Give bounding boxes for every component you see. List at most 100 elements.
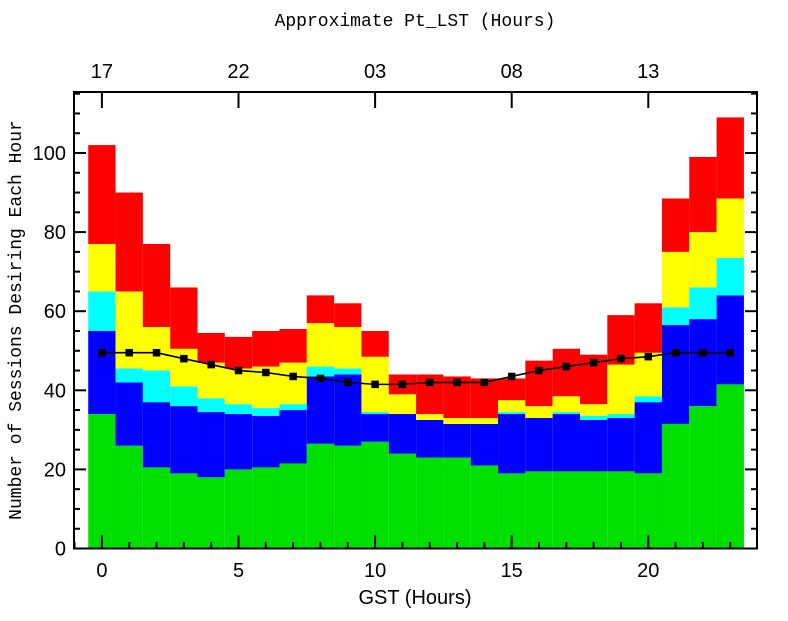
- top-tick-label: 17: [91, 61, 113, 83]
- top-tick-label: 03: [364, 61, 386, 83]
- stacked-bar-hour-18: [580, 354, 608, 549]
- bar-segment-yellow: [306, 323, 335, 367]
- stacked-bar-hour-1: [115, 192, 143, 549]
- line-marker-square: [425, 378, 434, 387]
- bar-segment-yellow: [170, 348, 198, 387]
- stacked-bar-hour-16: [525, 360, 553, 549]
- bar-segment-cyan: [306, 366, 335, 377]
- bar-segment-green: [361, 441, 389, 549]
- line-marker-square: [316, 374, 325, 383]
- bar-segment-blue: [580, 419, 608, 472]
- bar-segment-yellow: [525, 406, 553, 418]
- stacked-bar-hour-22: [689, 156, 717, 549]
- bar-segment-yellow: [279, 362, 307, 405]
- top-tick-label: 13: [637, 61, 659, 83]
- bar-segment-red: [552, 348, 580, 397]
- bar-segment-yellow: [443, 417, 471, 424]
- stacked-bar-hour-20: [634, 303, 662, 549]
- stacked-bars: [88, 117, 744, 549]
- line-marker-square: [125, 348, 133, 357]
- top-tick-label: 08: [501, 61, 523, 83]
- bar-segment-red: [170, 287, 198, 349]
- bar-segment-blue: [607, 417, 635, 472]
- y-tick-label: 100: [33, 143, 66, 165]
- bar-segment-cyan: [661, 307, 690, 326]
- bar-segment-yellow: [470, 417, 499, 424]
- bar-segment-yellow: [334, 327, 362, 369]
- bar-segment-yellow: [498, 400, 526, 413]
- bar-segment-blue: [170, 406, 198, 474]
- stacked-bar-hour-21: [661, 198, 690, 549]
- bar-segment-blue: [498, 414, 526, 474]
- bar-segment-blue: [197, 412, 225, 478]
- bar-segment-yellow: [416, 414, 444, 420]
- bar-segment-blue: [716, 295, 744, 385]
- top-tick-label: 22: [227, 61, 249, 83]
- bar-segment-green: [552, 471, 580, 549]
- bar-segment-cyan: [252, 408, 280, 417]
- line-marker-square: [371, 380, 379, 389]
- line-marker-square: [480, 378, 489, 387]
- bar-segment-yellow: [607, 364, 635, 415]
- bar-segment-red: [88, 145, 116, 244]
- line-marker-square: [562, 362, 571, 371]
- bar-segment-red: [498, 378, 526, 401]
- y-tick-label: 20: [44, 459, 66, 481]
- bar-segment-blue: [634, 402, 662, 474]
- bar-segment-blue: [443, 423, 471, 458]
- line-marker-square: [262, 368, 270, 377]
- x-tick-label: 20: [637, 560, 659, 582]
- bar-segment-green: [470, 465, 499, 549]
- top-axis-title: Approximate Pt_LST (Hours): [275, 12, 556, 32]
- bar-segment-cyan: [634, 396, 662, 403]
- bar-segment-green: [443, 457, 471, 549]
- bar-segment-green: [525, 471, 553, 549]
- line-marker-square: [507, 372, 516, 381]
- line-marker-square: [726, 348, 735, 357]
- bar-segment-cyan: [115, 368, 143, 383]
- bar-segment-red: [634, 303, 662, 353]
- bar-segment-green: [197, 477, 225, 549]
- stacked-bar-hour-4: [197, 332, 225, 549]
- bar-segment-green: [306, 443, 335, 549]
- bar-segment-yellow: [580, 404, 608, 417]
- stacked-bar-hour-12: [416, 374, 444, 549]
- y-tick-label: 80: [44, 222, 66, 244]
- axis-tick-labels: 0 5 10 15 20 17 22 03 08 13 0 20 40 60 80 100: [33, 61, 660, 582]
- stacked-bar-hour-6: [252, 330, 280, 549]
- stacked-bar-hour-2: [142, 243, 171, 549]
- bar-segment-red: [716, 117, 744, 199]
- y-tick-label: 60: [44, 301, 66, 323]
- bar-segment-blue: [416, 419, 444, 458]
- bar-segment-green: [252, 467, 280, 549]
- stacked-bar-hour-10: [361, 330, 389, 549]
- line-marker-square: [289, 372, 297, 381]
- bar-segment-blue: [224, 414, 253, 470]
- bar-segment-green: [88, 414, 116, 549]
- line-marker-square: [699, 348, 707, 357]
- bar-segment-cyan: [552, 412, 580, 415]
- line-marker-square: [180, 354, 188, 363]
- line-marker-square: [535, 366, 543, 375]
- bar-segment-blue: [661, 325, 690, 424]
- bar-segment-green: [580, 471, 608, 549]
- bar-segment-red: [252, 330, 280, 367]
- bar-segment-green: [416, 457, 444, 549]
- overlay-line: [98, 348, 735, 389]
- bar-segment-green: [170, 473, 198, 549]
- bar-segment-green: [388, 453, 417, 549]
- plot-frame: [73, 91, 758, 550]
- bar-segment-cyan: [580, 416, 608, 420]
- bar-segment-cyan: [361, 412, 389, 415]
- bar-segment-red: [306, 295, 335, 324]
- stacked-bar-hour-15: [498, 378, 526, 549]
- line-marker-square: [344, 378, 352, 387]
- bar-segment-green: [115, 445, 143, 549]
- line-marker-square: [671, 348, 680, 357]
- x-tick-label: 5: [233, 560, 244, 582]
- x-tick-label: 15: [501, 560, 523, 582]
- bar-segment-red: [689, 156, 717, 233]
- bar-segment-yellow: [115, 291, 143, 369]
- x-tick-label: 10: [364, 560, 386, 582]
